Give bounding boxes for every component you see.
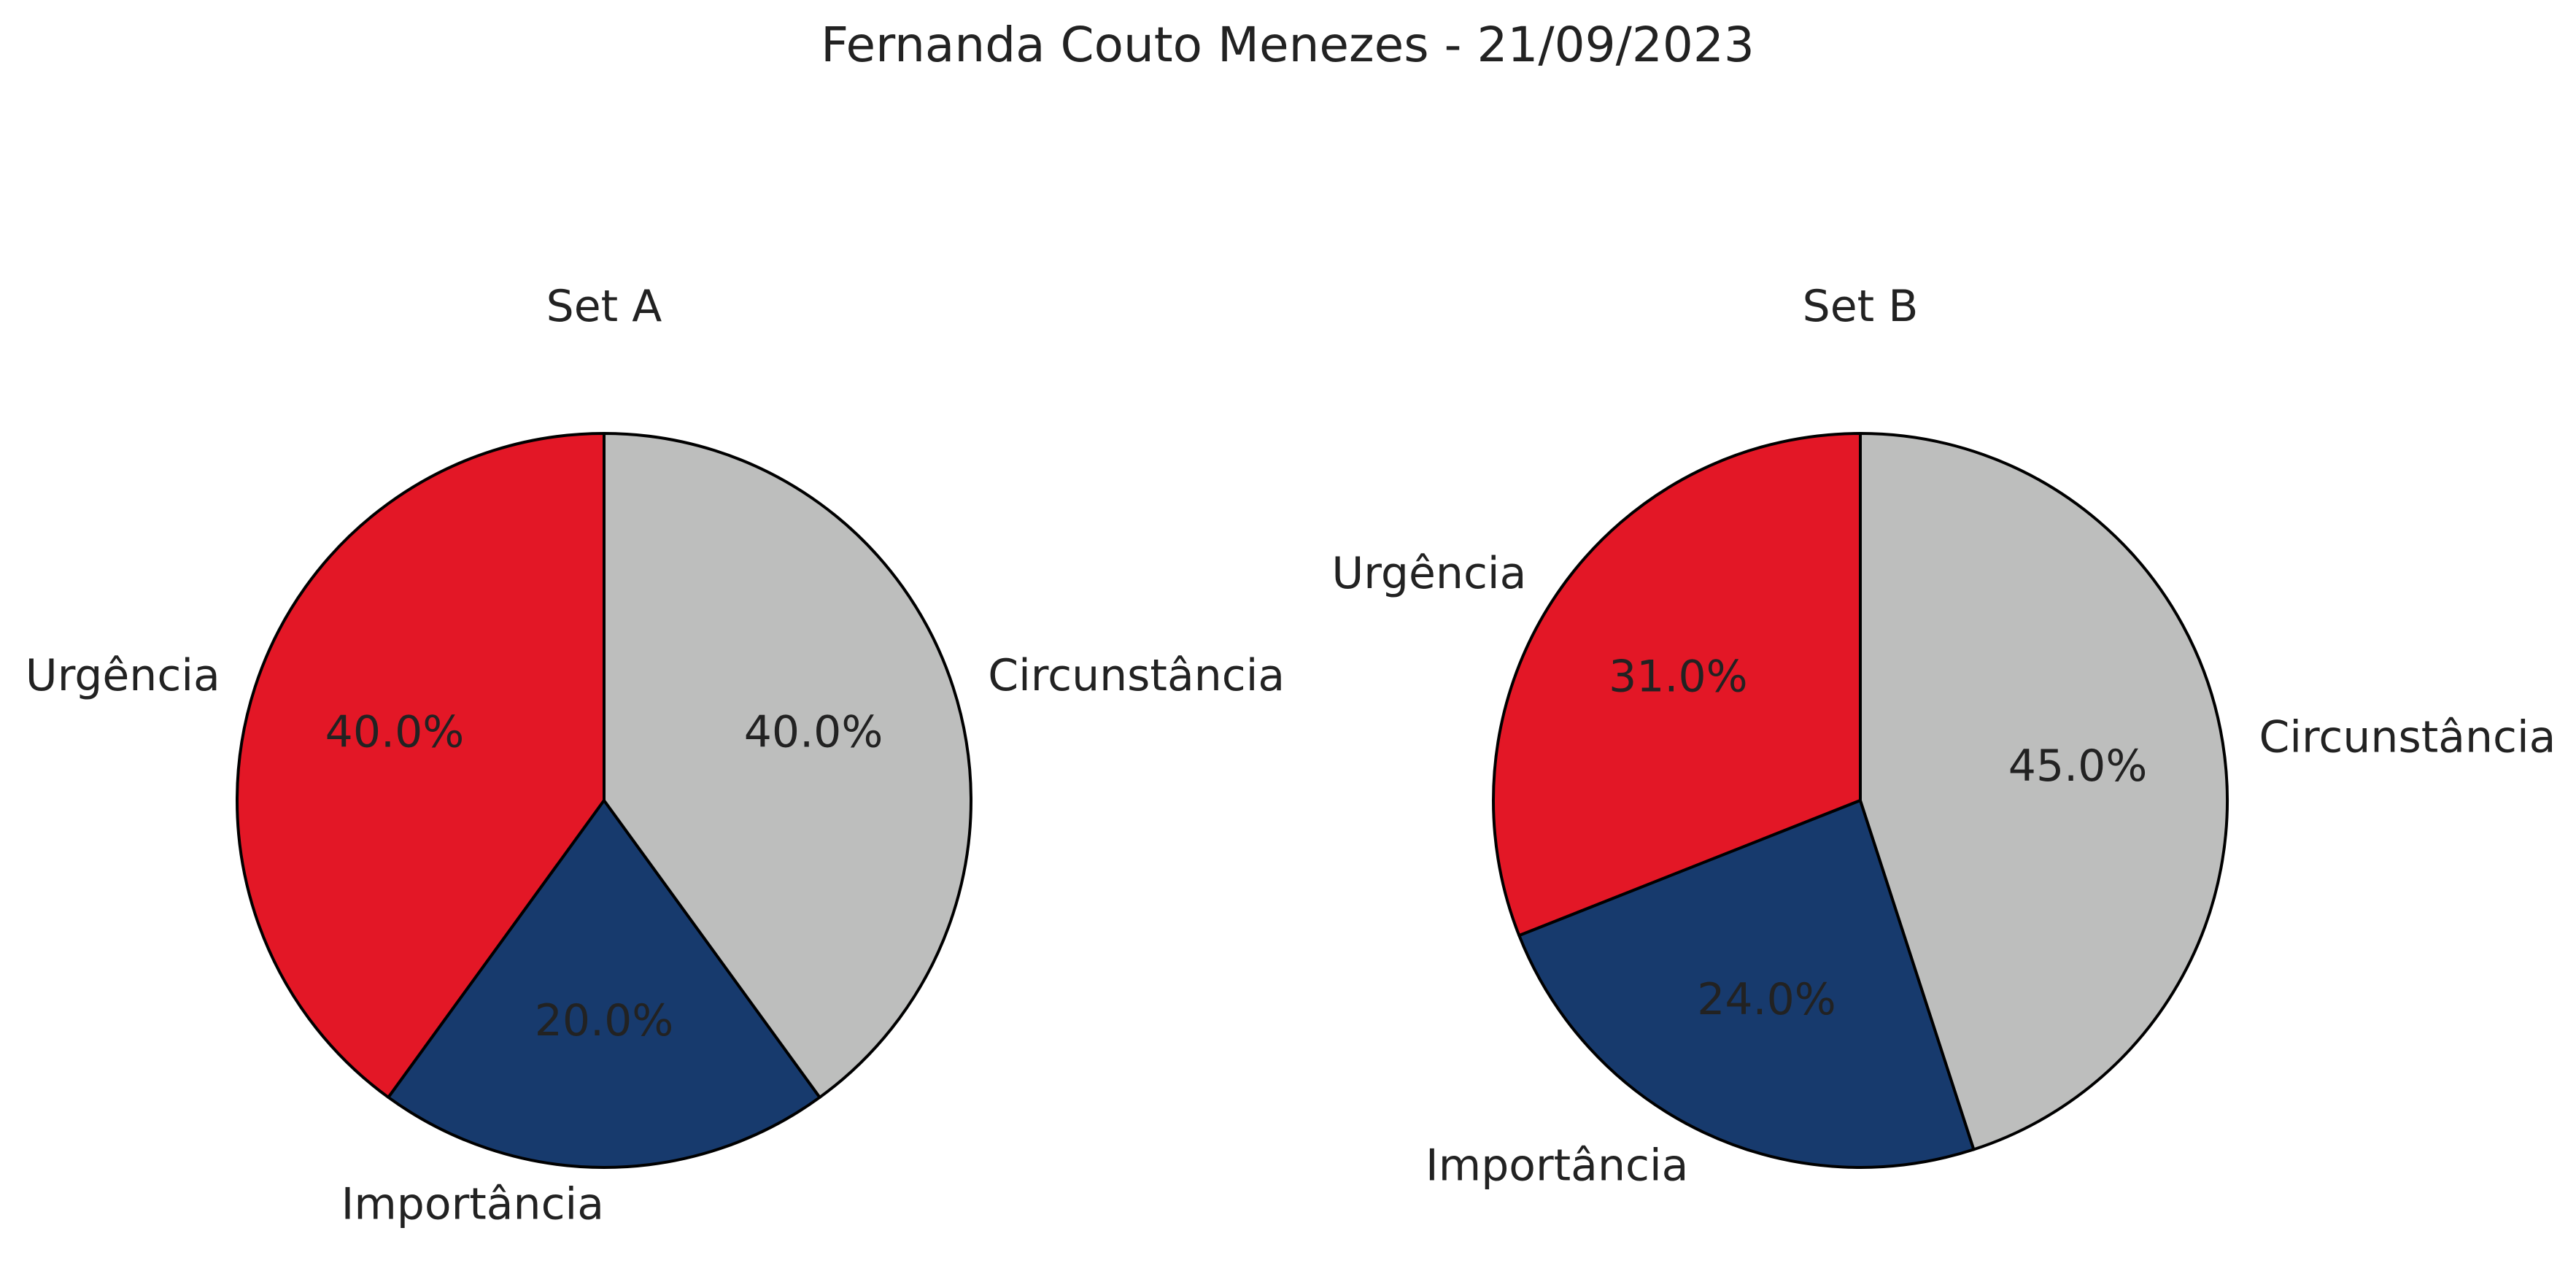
slice-label-set-a-importancia: Importância: [341, 1178, 604, 1229]
slice-label-set-a-circunstancia: Circunstância: [988, 650, 1285, 701]
pct-label-set-b-importancia: 24.0%: [1697, 974, 1836, 1025]
pie-slice-set-b-circunstancia: [1859, 432, 2229, 1151]
pie-slice-set-b-importancia: [1517, 799, 1976, 1169]
slice-label-set-b-importancia: Importância: [1426, 1140, 1688, 1192]
pie-chart-set-a: Set A 40.0% Urgência 20.0% Importância 40.0%…: [26, 281, 1285, 1229]
pie-slice-set-a-urgencia: [236, 432, 606, 1099]
figure-title: Fernanda Couto Menezes - 21/09/2023: [821, 17, 1755, 73]
pct-label-set-a-circunstancia: 40.0%: [744, 707, 883, 758]
pie-chart-set-b: Set B 31.0% Urgência 24.0% Importância 45.0%…: [1331, 281, 2556, 1192]
pie-title-set-b: Set B: [1803, 281, 1919, 332]
pct-label-set-b-circunstancia: 45.0%: [2008, 741, 2148, 792]
pct-label-set-a-urgencia: 40.0%: [325, 707, 465, 758]
pie-slice-set-b-urgencia: [1492, 432, 1862, 938]
pie-slice-set-a-importancia: [387, 799, 821, 1170]
slice-label-set-b-circunstancia: Circunstância: [2259, 711, 2556, 762]
slice-label-set-b-urgencia: Urgência: [1331, 548, 1526, 599]
pie-title-set-a: Set A: [546, 281, 662, 332]
slice-label-set-a-urgencia: Urgência: [26, 650, 220, 701]
pie-slice-set-a-circunstancia: [603, 432, 972, 1099]
pct-label-set-a-importancia: 20.0%: [535, 995, 674, 1046]
pct-label-set-b-urgencia: 31.0%: [1609, 651, 1748, 702]
